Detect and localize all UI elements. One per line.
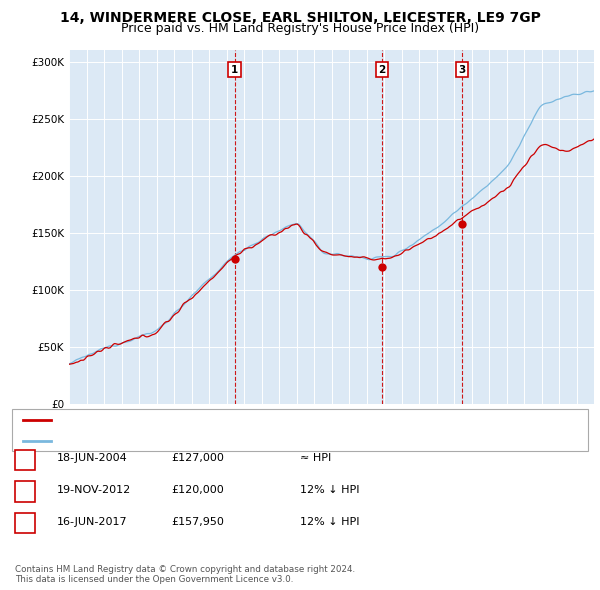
Text: 2: 2 <box>22 485 29 494</box>
Text: 16-JUN-2017: 16-JUN-2017 <box>57 517 128 526</box>
Text: 18-JUN-2004: 18-JUN-2004 <box>57 453 128 463</box>
Text: 3: 3 <box>458 64 466 74</box>
Text: 19-NOV-2012: 19-NOV-2012 <box>57 485 131 494</box>
Text: 1: 1 <box>231 64 238 74</box>
Text: £157,950: £157,950 <box>171 517 224 526</box>
Text: 12% ↓ HPI: 12% ↓ HPI <box>300 517 359 526</box>
Text: ≈ HPI: ≈ HPI <box>300 453 331 463</box>
Text: £127,000: £127,000 <box>171 453 224 463</box>
Text: 14, WINDERMERE CLOSE, EARL SHILTON, LEICESTER, LE9 7GP: 14, WINDERMERE CLOSE, EARL SHILTON, LEIC… <box>59 11 541 25</box>
Text: HPI: Average price, semi-detached house, Hinckley and Bosworth: HPI: Average price, semi-detached house,… <box>55 436 382 445</box>
Text: £120,000: £120,000 <box>171 485 224 494</box>
Text: 1: 1 <box>22 453 29 463</box>
Text: 2: 2 <box>379 64 386 74</box>
Text: 3: 3 <box>22 517 29 526</box>
Text: Price paid vs. HM Land Registry's House Price Index (HPI): Price paid vs. HM Land Registry's House … <box>121 22 479 35</box>
Text: Contains HM Land Registry data © Crown copyright and database right 2024.
This d: Contains HM Land Registry data © Crown c… <box>15 565 355 584</box>
Text: 14, WINDERMERE CLOSE, EARL SHILTON, LEICESTER, LE9 7GP (semi-detached house): 14, WINDERMERE CLOSE, EARL SHILTON, LEIC… <box>55 415 481 425</box>
Text: 12% ↓ HPI: 12% ↓ HPI <box>300 485 359 494</box>
